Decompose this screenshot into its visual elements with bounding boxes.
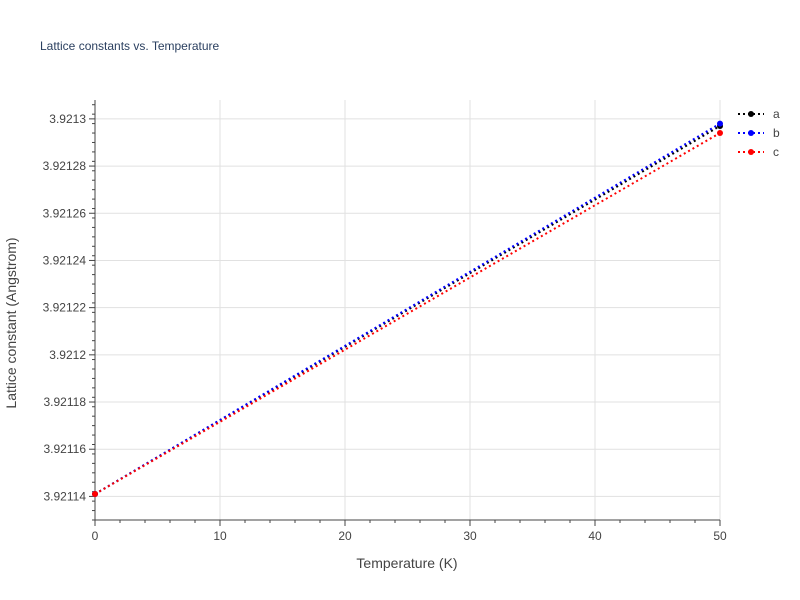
y-tick-label: 3.92114 xyxy=(44,489,87,503)
grid-lines xyxy=(95,100,721,520)
y-tick-label: 3.9213 xyxy=(49,112,86,126)
x-tick-label: 50 xyxy=(713,529,727,543)
chart-title: Lattice constants vs. Temperature xyxy=(40,39,220,53)
y-tick-label: 3.92124 xyxy=(43,253,87,267)
legend-swatch-marker xyxy=(748,149,754,155)
tick-labels: 3.92114 3.92116 3.92118 3.9212 3.92122 3.9212… xyxy=(43,112,727,543)
x-tick-label: 10 xyxy=(213,529,227,543)
y-tick-label: 3.9212 xyxy=(49,348,86,362)
x-tick-label: 40 xyxy=(588,529,602,543)
legend-swatch-marker xyxy=(748,111,754,117)
legend-item-b[interactable]: b xyxy=(738,126,780,140)
y-tick-label: 3.92122 xyxy=(43,301,87,315)
series-line-b xyxy=(94,122,721,495)
series-point-c xyxy=(717,130,723,137)
x-tick-label: 30 xyxy=(463,529,477,543)
x-tick-label: 20 xyxy=(338,529,352,543)
axes xyxy=(89,100,721,526)
legend-label: a xyxy=(773,107,780,121)
y-tick-label: 3.92118 xyxy=(44,395,87,409)
y-tick-label: 3.92116 xyxy=(44,442,87,456)
legend-item-a[interactable]: a xyxy=(738,107,780,121)
y-axis-title: Lattice constant (Angstrom) xyxy=(3,237,19,408)
y-tick-label: 3.92126 xyxy=(43,206,87,220)
series-point-b xyxy=(717,120,723,127)
legend-label: c xyxy=(773,145,779,159)
legend-swatch-marker xyxy=(748,130,754,136)
legend-item-c[interactable]: c xyxy=(738,145,779,159)
x-axis-title: Temperature (K) xyxy=(356,555,457,571)
legend-label: b xyxy=(773,126,780,140)
legend[interactable]: abc xyxy=(738,107,780,159)
series-line-c xyxy=(94,132,721,495)
data-series xyxy=(92,120,723,498)
y-tick-label: 3.92128 xyxy=(43,159,87,173)
series-point-c xyxy=(92,491,98,498)
x-tick-label: 0 xyxy=(92,529,99,543)
